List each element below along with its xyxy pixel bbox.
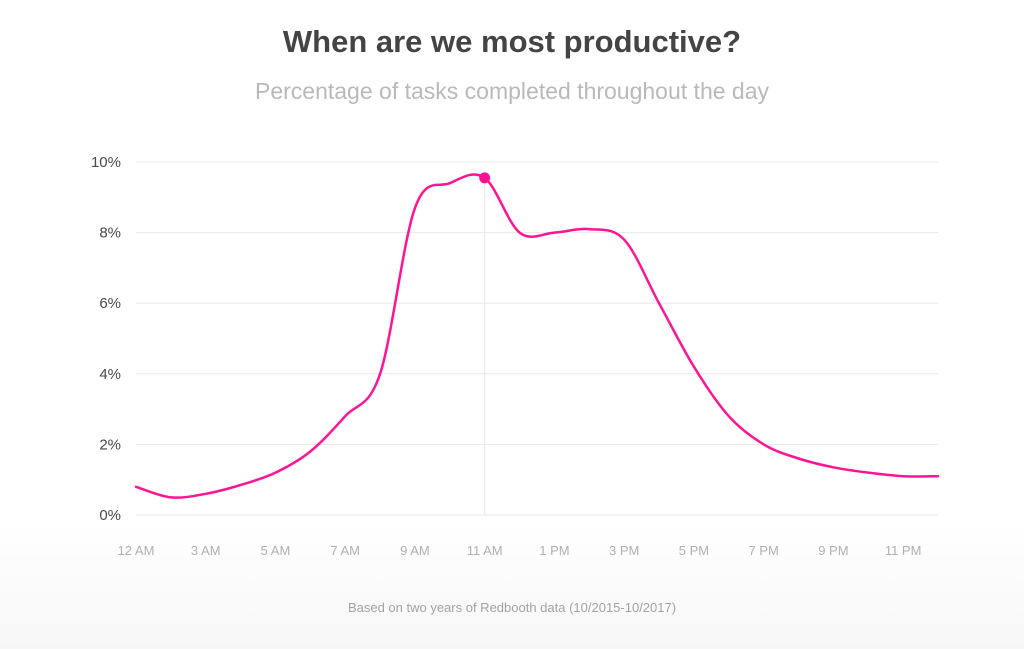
x-tick-label: 3 PM bbox=[609, 543, 639, 558]
peak-point[interactable] bbox=[479, 172, 491, 184]
x-tick-label: 12 AM bbox=[118, 543, 155, 558]
y-tick-label: 2% bbox=[99, 436, 121, 453]
grid-lines bbox=[136, 161, 938, 516]
x-tick-label: 3 AM bbox=[191, 543, 221, 558]
series-line bbox=[134, 173, 940, 499]
chart-subtitle: Percentage of tasks completed throughout… bbox=[255, 78, 769, 104]
series-layer bbox=[134, 172, 940, 515]
x-tick-label: 5 AM bbox=[261, 543, 291, 558]
chart-title: When are we most productive? bbox=[282, 24, 742, 59]
x-tick-label: 1 PM bbox=[539, 543, 569, 558]
y-tick-label: 8% bbox=[99, 225, 121, 242]
x-tick-label: 5 PM bbox=[679, 543, 709, 558]
y-axis-ticks: 0% 2% 4% 6% 8% 10% bbox=[91, 154, 121, 524]
y-tick-label: 6% bbox=[99, 295, 121, 312]
x-axis-ticks: 12 AM 3 AM 5 AM 7 AM 9 AM 11 AM 1 PM 3 PM 5 PM 7 … bbox=[118, 543, 922, 558]
x-tick-label: 11 AM bbox=[467, 543, 503, 558]
y-tick-label: 4% bbox=[99, 366, 121, 383]
x-tick-label: 9 PM bbox=[818, 543, 848, 558]
source-footnote: Based on two years of Redbooth data (10/… bbox=[347, 600, 677, 615]
x-tick-label: 7 PM bbox=[748, 543, 778, 558]
x-tick-label: 9 AM bbox=[400, 543, 430, 558]
y-tick-label: 0% bbox=[99, 507, 121, 524]
x-tick-label: 7 AM bbox=[330, 543, 360, 558]
x-tick-label: 11 PM bbox=[885, 543, 922, 558]
y-tick-label: 10% bbox=[91, 154, 121, 171]
